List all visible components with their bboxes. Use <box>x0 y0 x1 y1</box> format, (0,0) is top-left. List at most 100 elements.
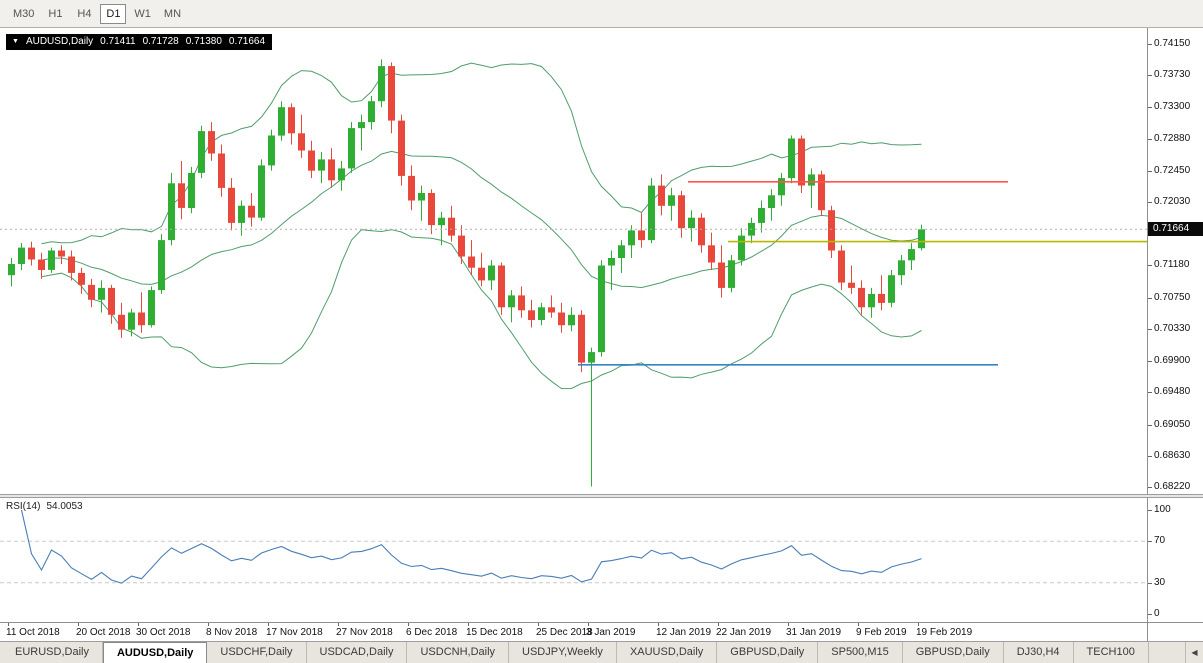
candle <box>728 255 735 293</box>
candle <box>458 225 465 264</box>
candle <box>8 258 15 287</box>
timeframe-button-h4[interactable]: H4 <box>77 7 92 20</box>
candle <box>298 114 305 158</box>
candle <box>918 224 925 251</box>
candle <box>548 295 555 318</box>
chart-tab-tech100[interactable]: TECH100 <box>1073 642 1149 663</box>
candle <box>418 185 425 221</box>
timeframe-button-w1[interactable]: W1 <box>134 7 151 20</box>
candle <box>338 160 345 191</box>
time-axis-label: 19 Feb 2019 <box>916 623 973 638</box>
candle <box>698 213 705 253</box>
candle <box>578 310 585 373</box>
candle <box>248 193 255 227</box>
candle <box>738 228 745 266</box>
chart-tab-xauusd-daily[interactable]: XAUUSD,Daily <box>616 642 718 663</box>
price-axis-label: 0.72450 <box>1148 165 1191 176</box>
candle <box>778 172 785 206</box>
rsi-indicator-label: RSI(14) 54.0053 <box>6 501 83 512</box>
candle <box>648 178 655 244</box>
price-axis-label: 0.72880 <box>1148 133 1191 144</box>
candle <box>358 114 365 151</box>
candle <box>288 103 295 145</box>
candle <box>348 122 355 173</box>
candle <box>38 252 45 279</box>
candle <box>818 170 825 216</box>
candle <box>838 245 845 291</box>
candle <box>518 286 525 318</box>
time-axis-label: 27 Nov 2018 <box>336 623 393 638</box>
chart-tab-sp500-m15[interactable]: SP500,M15 <box>818 642 903 663</box>
price-axis-label: 0.72030 <box>1148 196 1191 207</box>
time-axis-label: 31 Jan 2019 <box>786 623 842 638</box>
rsi-line <box>20 509 922 584</box>
price-axis-label: 0.69900 <box>1148 355 1191 366</box>
rsi-value: 54.0053 <box>46 501 83 512</box>
candle <box>898 255 905 285</box>
price-axis-label: 0.70750 <box>1148 292 1191 303</box>
chart-tab-usdjpy-weekly[interactable]: USDJPY,Weekly <box>509 642 617 663</box>
chart-symbol-label[interactable]: ▼ AUDUSD,Daily 0.71411 0.71728 0.71380 0… <box>6 34 273 50</box>
chart-tab-audusd-daily[interactable]: AUDUSD,Daily <box>102 642 208 663</box>
ohlc-high: 0.71728 <box>142 36 179 47</box>
candle <box>878 275 885 311</box>
candle <box>868 287 875 318</box>
candle <box>758 200 765 233</box>
candle <box>808 168 815 208</box>
time-axis-label: 8 Nov 2018 <box>206 623 258 638</box>
candle <box>538 302 545 326</box>
timeframe-button-h1[interactable]: H1 <box>48 7 63 20</box>
time-axis[interactable]: 11 Oct 2018 20 Oct 2018 30 Oct 2018 8 Nov 2… <box>0 622 1147 641</box>
price-axis-label: 0.73730 <box>1148 69 1191 80</box>
candle <box>128 308 135 337</box>
time-axis-label: 30 Oct 2018 <box>136 623 191 638</box>
candle <box>718 245 725 298</box>
candle <box>48 247 55 273</box>
candle <box>228 178 235 231</box>
candle <box>798 135 805 193</box>
timeframe-button-d1[interactable]: D1 <box>100 3 127 24</box>
chart-tab-gbpusd-daily[interactable]: GBPUSD,Daily <box>902 642 1004 663</box>
timeframe-button-mn[interactable]: MN <box>163 7 182 20</box>
candle <box>158 234 165 294</box>
chart-tab-gbpusd-daily[interactable]: GBPUSD,Daily <box>717 642 819 663</box>
rsi-axis-label: 0 <box>1148 608 1160 619</box>
candle <box>528 299 535 328</box>
time-axis-label: 17 Nov 2018 <box>266 623 323 638</box>
rsi-axis[interactable]: 100 70 30 0 <box>1147 498 1203 622</box>
bollinger-lower-band <box>41 229 922 390</box>
timeframe-button-m30[interactable]: M30 <box>13 7 35 20</box>
candle <box>388 62 395 134</box>
price-chart-pane[interactable]: ▼ AUDUSD,Daily 0.71411 0.71728 0.71380 0… <box>0 28 1147 494</box>
rsi-indicator-pane[interactable]: RSI(14) 54.0053 <box>0 498 1147 622</box>
candle <box>708 232 715 270</box>
rsi-chart[interactable] <box>0 498 1147 622</box>
candle <box>138 292 145 333</box>
candle <box>188 166 195 214</box>
price-axis-label: 0.71180 <box>1148 259 1190 270</box>
candle <box>258 159 265 221</box>
candle <box>498 262 505 315</box>
chart-tab-eurusd-daily[interactable]: EURUSD,Daily <box>2 642 103 663</box>
symbol-name: AUDUSD,Daily <box>25 36 94 47</box>
rsi-axis-label: 100 <box>1148 504 1171 515</box>
pane-splitter[interactable] <box>0 494 1203 498</box>
candle <box>908 243 915 270</box>
candle <box>588 347 595 487</box>
tab-scroll-left-button[interactable]: ◀ <box>1185 642 1203 663</box>
time-axis-label: 3 Jan 2019 <box>586 623 636 638</box>
axis-corner <box>1147 622 1203 641</box>
chart-tab-usdchf-daily[interactable]: USDCHF,Daily <box>207 642 307 663</box>
candle <box>108 284 115 324</box>
candle <box>848 265 855 294</box>
chart-tab-dj30-h4[interactable]: DJ30,H4 <box>1003 642 1074 663</box>
price-chart[interactable] <box>0 28 1147 494</box>
candle <box>238 200 245 236</box>
price-axis[interactable]: 0.71664 0.74150 0.73730 0.73300 0.72880 0.72… <box>1147 28 1203 494</box>
chart-tabs: EURUSD,Daily AUDUSD,Daily USDCHF,Daily USDC… <box>2 642 1149 663</box>
candle <box>658 174 665 216</box>
chart-tab-usdcad-daily[interactable]: USDCAD,Daily <box>306 642 408 663</box>
chart-tab-usdcnh-daily[interactable]: USDCNH,Daily <box>407 642 510 663</box>
candle <box>398 114 405 186</box>
candle <box>328 148 335 188</box>
